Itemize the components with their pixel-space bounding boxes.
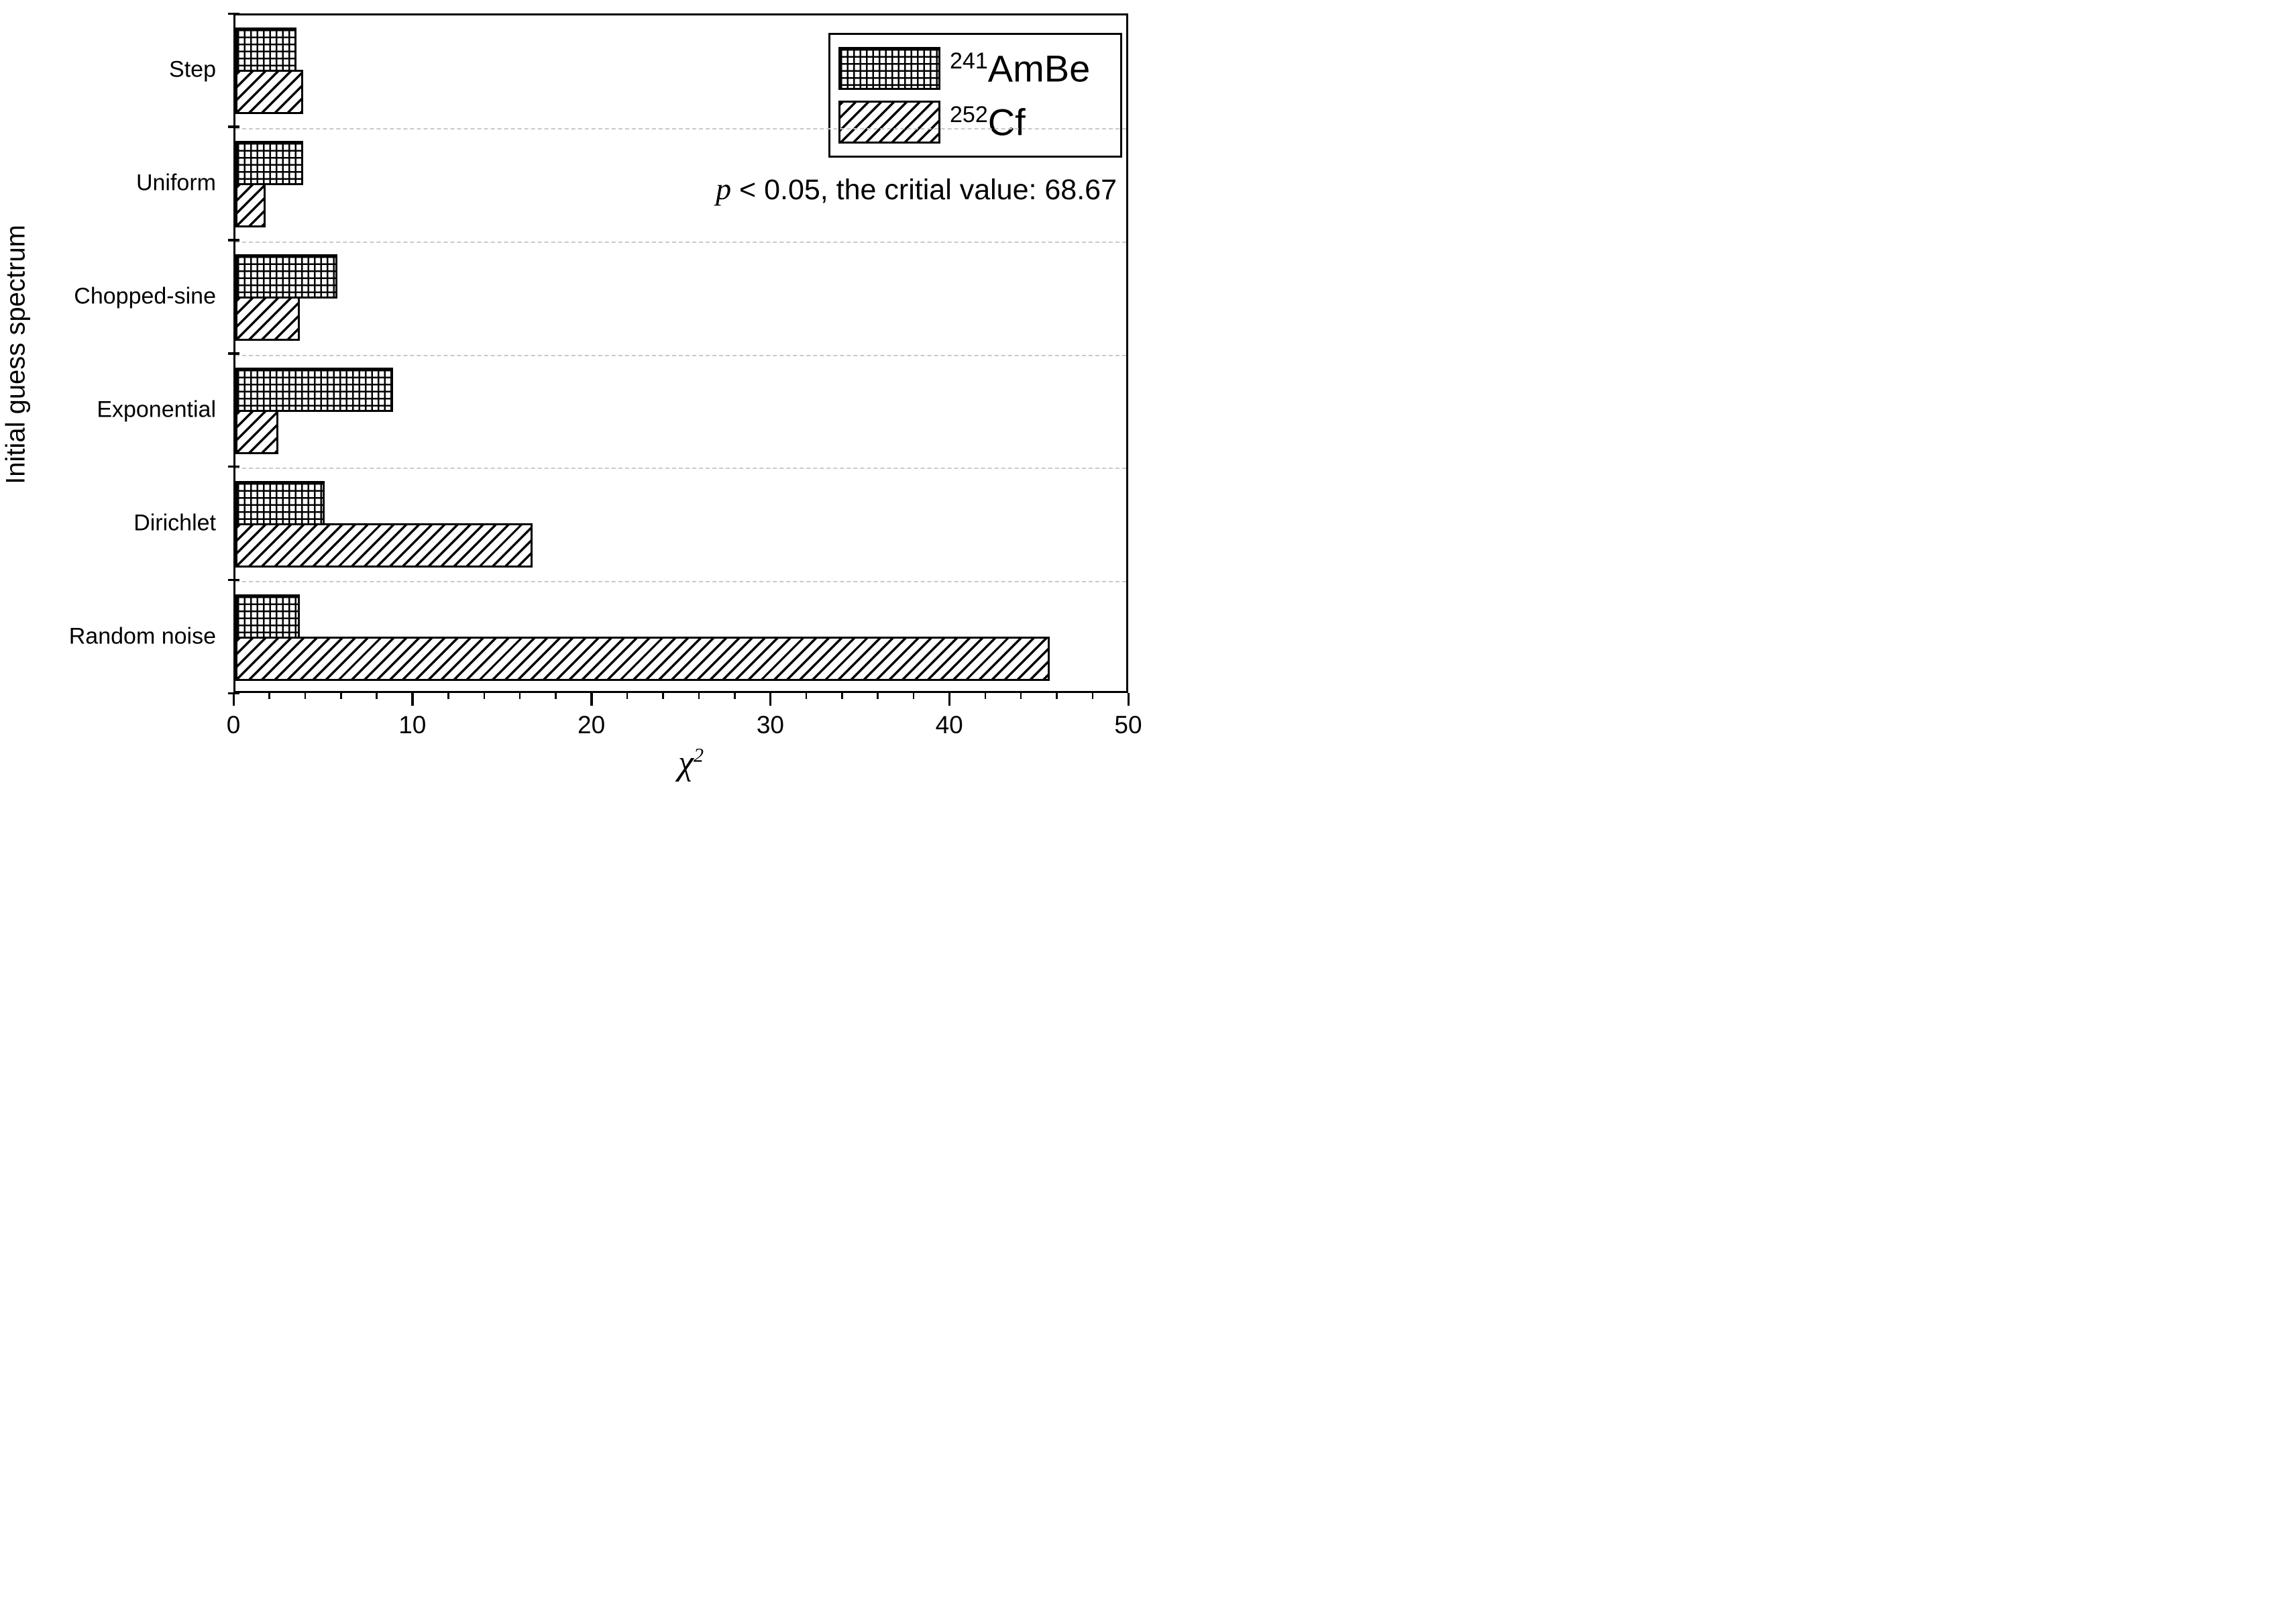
x-axis-minor-tick [1091, 693, 1094, 699]
category-label-uniform: Uniform [135, 170, 216, 196]
x-axis-minor-tick [376, 693, 378, 699]
bar-ambe-chopped-sine [235, 254, 338, 299]
bar-ambe-uniform [235, 141, 304, 186]
bar-cf-random-noise [235, 636, 1050, 681]
x-axis-minor-tick [340, 693, 342, 699]
x-axis-minor-tick [662, 693, 664, 699]
x-axis-tick-label-50: 50 [1114, 711, 1142, 739]
bar-cf-exponential [235, 409, 279, 454]
category-separator-gridline [235, 127, 1126, 129]
category-label-random-noise: Random noise [68, 623, 216, 649]
legend-swatch-grid-pattern [838, 47, 940, 90]
isotope-mass-252: 252 [950, 101, 988, 127]
legend-swatch-diagonal-pattern [838, 101, 940, 144]
bar-ambe-exponential [235, 367, 393, 412]
critical-value-annotation: p < 0.05, the critial value: 68.67 [716, 171, 1117, 207]
x-axis-tick-label-10: 10 [398, 711, 427, 739]
x-axis-tick-label-0: 0 [226, 711, 241, 739]
legend-label-ambe: 241AmBe [950, 50, 1090, 88]
bar-cf-dirichlet [235, 523, 533, 568]
chi-symbol: χ [678, 744, 694, 782]
isotope-name-ambe: AmBe [987, 47, 1091, 90]
x-axis-minor-tick [912, 693, 915, 699]
isotope-name-cf: Cf [987, 101, 1026, 144]
y-axis-tick [227, 12, 239, 15]
x-axis-minor-tick [268, 693, 270, 699]
x-axis-major-tick [232, 693, 235, 706]
category-separator-gridline [235, 468, 1126, 470]
y-axis-tick [227, 465, 239, 468]
x-axis-major-tick [411, 693, 414, 706]
x-axis-minor-tick [1020, 693, 1022, 699]
x-axis-minor-tick [698, 693, 700, 699]
x-axis-major-tick [590, 693, 593, 706]
x-axis-minor-tick [841, 693, 843, 699]
category-label-exponential: Exponential [97, 396, 216, 423]
x-axis-minor-tick [734, 693, 736, 699]
x-axis-minor-tick [626, 693, 628, 699]
y-axis-title: Initial guess spectrum [1, 225, 31, 484]
bar-cf-uniform [235, 183, 266, 228]
x-axis-minor-tick [1056, 693, 1058, 699]
bar-cf-step [235, 70, 304, 115]
x-axis-minor-tick [805, 693, 808, 699]
annotation-text: < 0.05, the critial value: 68.67 [731, 174, 1117, 206]
category-separator-gridline [235, 581, 1126, 583]
x-axis-tick-label-30: 30 [756, 711, 784, 739]
p-symbol: p [716, 172, 732, 206]
x-axis-major-tick [948, 693, 951, 706]
x-axis-minor-tick [984, 693, 987, 699]
x-axis-tick-label-40: 40 [935, 711, 963, 739]
y-axis-tick [227, 125, 239, 128]
category-label-chopped-sine: Chopped-sine [74, 283, 216, 309]
category-separator-gridline [235, 354, 1126, 356]
category-label-dirichlet: Dirichlet [133, 510, 216, 536]
chi-exponent: 2 [693, 744, 704, 767]
x-axis-tick-label-20: 20 [578, 711, 606, 739]
x-axis-major-tick [1127, 693, 1130, 706]
x-axis-title: χ2 [644, 743, 738, 783]
bar-ambe-step [235, 28, 296, 72]
legend: 241AmBe 252Cf [828, 33, 1122, 158]
bar-ambe-random-noise [235, 594, 300, 639]
x-axis-minor-tick [447, 693, 449, 699]
category-separator-gridline [235, 241, 1126, 243]
y-axis-tick [227, 352, 239, 355]
category-label-step: Step [169, 56, 216, 83]
x-axis-minor-tick [483, 693, 486, 699]
x-axis-minor-tick [304, 693, 307, 699]
x-axis-minor-tick [555, 693, 557, 699]
x-axis-minor-tick [877, 693, 879, 699]
x-axis-major-tick [769, 693, 772, 706]
x-axis-minor-tick [518, 693, 521, 699]
legend-row-cf: 252Cf [838, 95, 1120, 149]
y-axis-tick [227, 578, 239, 582]
legend-label-cf: 252Cf [950, 103, 1026, 142]
bar-ambe-dirichlet [235, 480, 325, 525]
chart-figure: Initial guess spectrum 241AmBe 252Cf p <… [0, 0, 1148, 802]
plot-area: 241AmBe 252Cf p < 0.05, the critial valu… [233, 13, 1128, 693]
legend-row-ambe: 241AmBe [838, 42, 1120, 95]
bar-cf-chopped-sine [235, 297, 300, 341]
isotope-mass-241: 241 [950, 48, 988, 74]
y-axis-tick [227, 239, 239, 242]
